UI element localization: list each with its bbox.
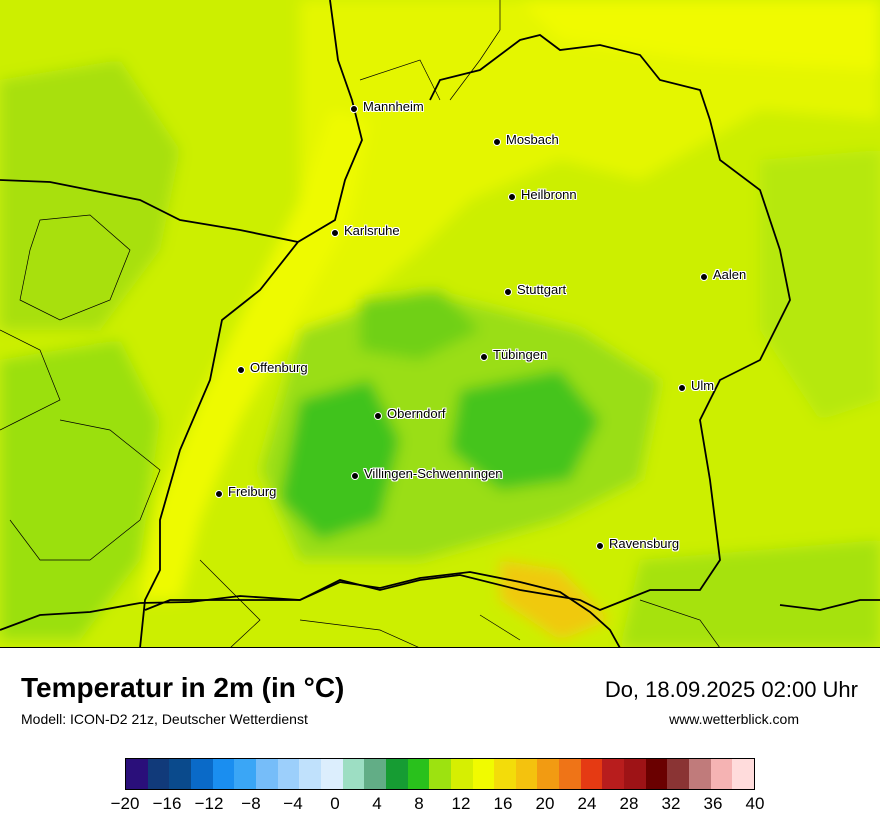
- scale-tick-label: 32: [661, 794, 681, 813]
- map-title: Temperatur in 2m (in °C): [21, 672, 345, 703]
- color-swatch: [342, 759, 365, 789]
- city-label: Freiburg: [228, 484, 277, 499]
- color-scale-ticks: −20 −16 −12 −8 −4 0 4 8 12 16 20 24 28 32 36 40: [111, 794, 765, 818]
- scale-tick-label: 40: [745, 794, 765, 813]
- cold-area-2: [450, 370, 600, 490]
- city-dot: [493, 138, 501, 146]
- city-label: Karlsruhe: [344, 223, 400, 238]
- color-swatch: [450, 759, 473, 789]
- state-border: [0, 0, 791, 647]
- color-swatch: [277, 759, 300, 789]
- scale-tick-label: 36: [703, 794, 723, 813]
- color-swatch: [537, 759, 560, 789]
- scale-tick-label: 20: [535, 794, 555, 813]
- warm-area-northeast: [520, 0, 880, 70]
- color-swatch: [515, 759, 538, 789]
- city-dot: [508, 193, 516, 201]
- city-dot: [678, 384, 686, 392]
- country-border-south: [0, 571, 880, 647]
- scale-tick-label: 4: [372, 794, 382, 813]
- color-scale-bar: [125, 758, 755, 790]
- color-swatch: [667, 759, 690, 789]
- color-swatch: [624, 759, 646, 789]
- color-swatch: [559, 759, 581, 789]
- color-swatch: [169, 759, 191, 789]
- city-dot: [374, 412, 382, 420]
- color-swatch: [732, 759, 755, 789]
- color-swatch: [320, 759, 343, 789]
- scale-tick-label: −8: [241, 794, 261, 813]
- forecast-datetime: Do, 18.09.2025 02:00 Uhr: [604, 677, 858, 702]
- scale-tick-label: 12: [451, 794, 471, 813]
- city-label: Stuttgart: [517, 282, 567, 297]
- color-swatch: [299, 759, 321, 789]
- cool-area-west: [0, 60, 180, 330]
- city-label: Aalen: [713, 267, 747, 282]
- color-swatch: [710, 759, 733, 789]
- color-swatch: [429, 759, 451, 789]
- model-info: Modell: ICON-D2 21z, Deutscher Wetterdie…: [21, 711, 308, 727]
- color-swatch: [190, 759, 213, 789]
- scale-tick-label: 24: [577, 794, 597, 813]
- scale-tick-label: 28: [619, 794, 639, 813]
- color-swatch: [212, 759, 235, 789]
- color-swatch: [580, 759, 603, 789]
- city-dot: [350, 105, 358, 113]
- city-label: Offenburg: [250, 360, 308, 375]
- cold-area-1: [280, 380, 400, 540]
- scale-tick-label: −16: [152, 794, 182, 813]
- color-swatch: [385, 759, 408, 789]
- color-swatch: [126, 759, 148, 789]
- lake-warm-area: [500, 560, 610, 640]
- cool-area-southwest: [0, 340, 160, 640]
- scale-tick-label: −4: [283, 794, 303, 813]
- city-label: Ulm: [691, 378, 715, 393]
- city-dot: [237, 366, 245, 374]
- color-swatch: [147, 759, 170, 789]
- color-swatch: [234, 759, 256, 789]
- scale-tick-label: −12: [194, 794, 224, 813]
- color-swatch: [645, 759, 668, 789]
- city-dot: [596, 542, 604, 550]
- color-swatch: [472, 759, 495, 789]
- city-label: Mannheim: [363, 99, 424, 114]
- scale-tick-label: 8: [414, 794, 424, 813]
- website-link[interactable]: www.wetterblick.com: [669, 711, 799, 727]
- cool-area-south: [620, 540, 880, 647]
- cool-area-east: [760, 150, 880, 420]
- map-canvas: [0, 0, 880, 647]
- city-label: Ravensburg: [609, 536, 680, 551]
- color-swatch: [689, 759, 711, 789]
- scale-tick-label: −20: [110, 794, 140, 813]
- city-dot: [700, 273, 708, 281]
- color-swatch: [494, 759, 516, 789]
- color-swatch: [407, 759, 430, 789]
- city-label: Mosbach: [506, 132, 559, 147]
- city-label: Oberndorf: [387, 406, 446, 421]
- temperature-map: Mannheim Mosbach Heilbronn Karlsruhe Aal…: [0, 0, 880, 648]
- city-dot: [480, 353, 488, 361]
- color-swatch: [602, 759, 625, 789]
- warm-area-north: [250, 0, 880, 360]
- city-dot: [351, 472, 359, 480]
- color-swatch: [364, 759, 386, 789]
- city-dot: [331, 229, 339, 237]
- city-label: Heilbronn: [521, 187, 577, 202]
- city-label: Tübingen: [493, 347, 548, 362]
- scale-tick-label: 0: [330, 794, 340, 813]
- cold-area-3: [360, 290, 480, 360]
- city-dot: [215, 490, 223, 498]
- scale-tick-label: 16: [493, 794, 513, 813]
- color-swatch: [255, 759, 278, 789]
- city-label: Villingen-Schwenningen: [364, 466, 503, 481]
- city-dot: [504, 288, 512, 296]
- district-borders: [0, 0, 720, 647]
